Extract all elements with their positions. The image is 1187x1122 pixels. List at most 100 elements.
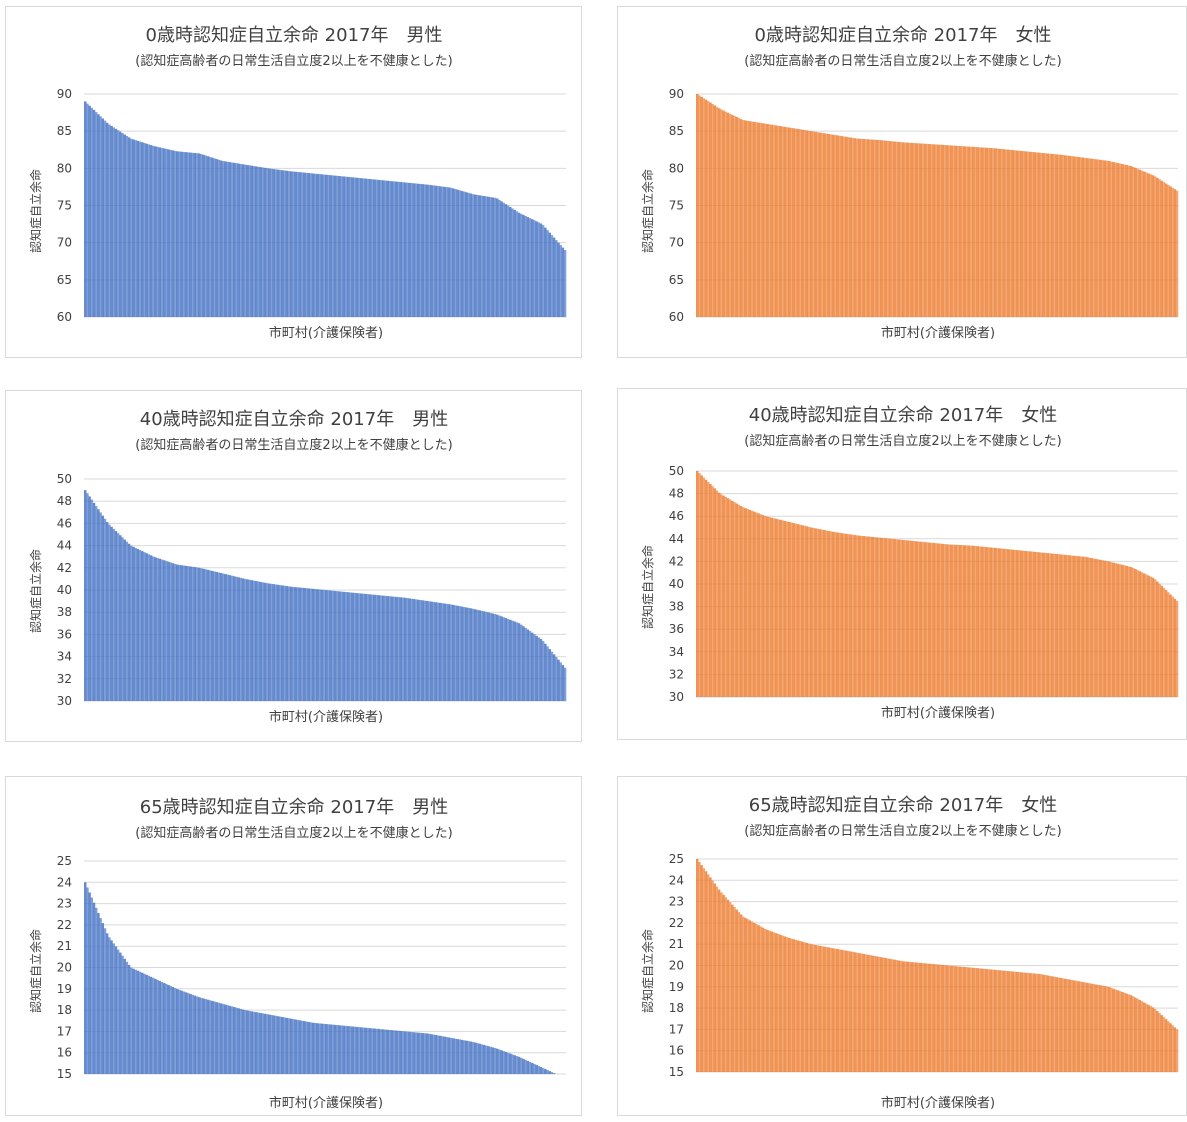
bar (757, 925, 760, 1072)
bar (893, 959, 896, 1072)
bar (1057, 977, 1060, 1072)
bar (941, 543, 944, 697)
bar (717, 889, 721, 1072)
bar (151, 977, 155, 1074)
bar (121, 537, 124, 701)
bar (320, 174, 324, 317)
bar (853, 952, 857, 1072)
bar (184, 152, 188, 317)
bar (180, 151, 183, 317)
bar (728, 902, 732, 1072)
bar (522, 626, 525, 701)
bar (320, 589, 324, 701)
bar (478, 195, 481, 317)
bar (1142, 1002, 1146, 1072)
bar (465, 607, 468, 701)
bar (289, 1018, 293, 1074)
bar (851, 951, 855, 1072)
bar (211, 570, 214, 701)
bar (250, 165, 253, 317)
bar (844, 950, 848, 1072)
bar (403, 1031, 407, 1074)
bar (502, 617, 505, 701)
bar (149, 145, 153, 317)
bar (980, 147, 984, 317)
bar (711, 486, 714, 697)
bar (257, 166, 260, 317)
bar (871, 955, 874, 1072)
bar (230, 575, 234, 701)
bar (165, 148, 168, 317)
bar (473, 609, 477, 701)
bar (294, 587, 297, 701)
bar (482, 611, 486, 701)
bar (180, 990, 183, 1074)
bar (976, 968, 979, 1072)
bar (217, 159, 221, 317)
bar (432, 601, 435, 701)
bar (1162, 182, 1166, 317)
bar (563, 667, 567, 701)
y-tick-label: 17 (57, 1024, 72, 1038)
bar (1156, 581, 1159, 697)
bar (235, 163, 238, 317)
bar (921, 143, 925, 317)
bar (311, 588, 315, 701)
bar (1061, 154, 1065, 317)
bar (1075, 156, 1078, 317)
bar (259, 167, 262, 317)
bar (193, 995, 197, 1074)
bar (950, 965, 953, 1072)
bar (871, 139, 874, 317)
bar (696, 94, 699, 317)
bar (298, 1020, 302, 1074)
bar (842, 950, 846, 1072)
bar (162, 148, 166, 317)
bar (1131, 996, 1135, 1072)
bar (469, 193, 473, 317)
bar (224, 1004, 227, 1074)
bar (140, 142, 144, 317)
bar (90, 499, 94, 701)
bar (498, 199, 501, 317)
bar (1134, 569, 1137, 697)
y-tick-label: 32 (669, 667, 684, 681)
bar (211, 157, 214, 317)
bar (869, 536, 872, 697)
bar (777, 519, 780, 697)
bar (108, 937, 111, 1074)
bar (972, 545, 975, 697)
bar (445, 603, 448, 701)
bar (167, 561, 170, 701)
bar (928, 144, 931, 317)
bar (954, 966, 958, 1072)
bar (952, 965, 955, 1072)
bar (783, 520, 787, 697)
bar (447, 604, 451, 701)
bar (1007, 149, 1010, 317)
bar (314, 173, 317, 317)
bar (528, 218, 532, 317)
bar-series (696, 859, 1179, 1072)
bar (1026, 151, 1030, 317)
bar (1015, 150, 1019, 317)
bar (132, 968, 135, 1074)
bar (1077, 981, 1080, 1072)
bar (243, 578, 247, 701)
bar (1079, 556, 1082, 697)
bar (1061, 554, 1065, 697)
bar (1035, 552, 1039, 697)
bar (456, 189, 459, 317)
bar (289, 171, 293, 317)
bar (956, 544, 960, 697)
bar (224, 161, 227, 317)
bar (720, 109, 723, 317)
bar (495, 198, 499, 317)
bar (368, 179, 372, 317)
bar (908, 540, 912, 697)
bar (349, 1026, 352, 1074)
bar (827, 133, 830, 317)
bar (147, 144, 151, 317)
bar (1175, 190, 1179, 317)
bar (176, 989, 179, 1074)
